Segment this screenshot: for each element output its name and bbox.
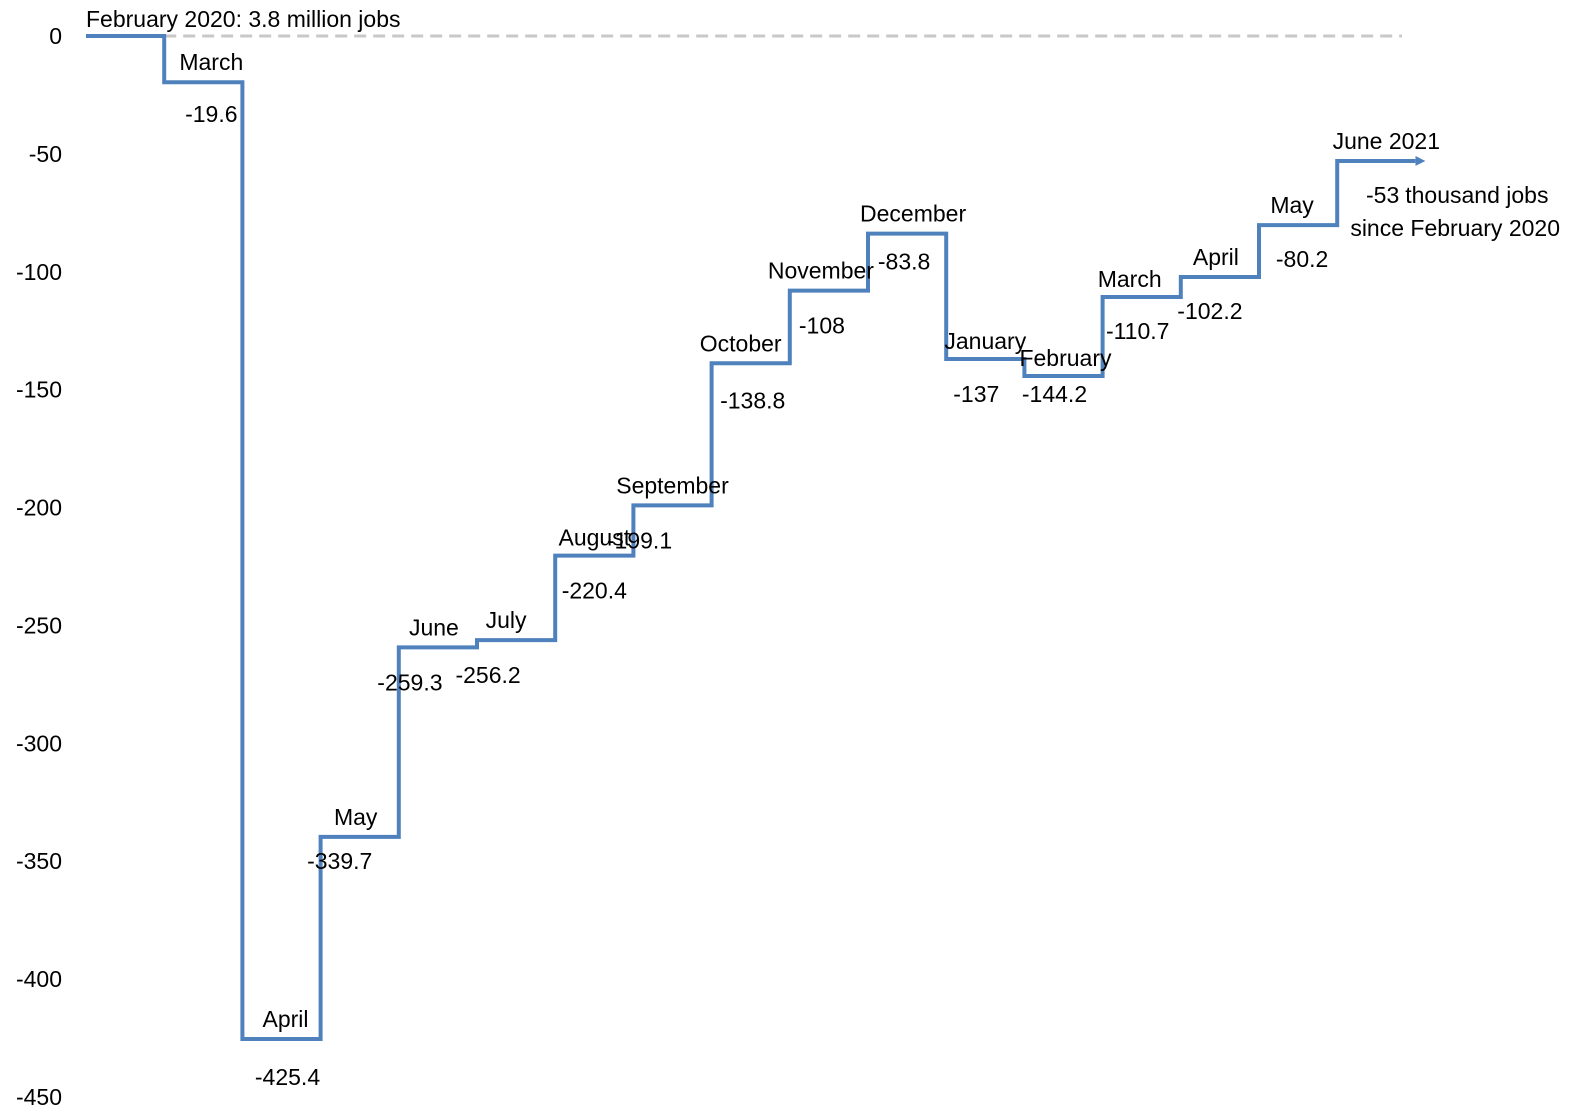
y-axis: 0 -50 -100 -150 -200 -250 -300 -350 -400 -450 xyxy=(16,23,62,1110)
month-label: February xyxy=(1019,345,1112,371)
baseline-layer: February 2020: 3.8 million jobs xyxy=(86,6,1402,38)
end-annotation-value: -53 xyxy=(1366,182,1399,208)
value-label: -137 xyxy=(953,381,999,407)
baseline-label: February 2020: 3.8 million jobs xyxy=(86,6,401,32)
month-label: August xyxy=(558,525,630,551)
y-tick-label: -200 xyxy=(16,495,62,521)
y-tick-label: -250 xyxy=(16,612,62,638)
month-label: December xyxy=(860,201,966,227)
y-tick-label: -400 xyxy=(16,966,62,992)
y-tick-label: 0 xyxy=(49,23,62,49)
value-label: -339.7 xyxy=(307,848,372,874)
month-label: October xyxy=(700,330,782,356)
end-annotation: -53 thousand jobs xyxy=(1366,182,1548,208)
y-tick-label: -150 xyxy=(16,377,62,403)
y-tick-label: -50 xyxy=(29,141,62,167)
month-label: May xyxy=(1270,192,1314,218)
label-layer: March -19.6 April -425.4 May -339.7 June -259.3… xyxy=(179,49,1560,1090)
month-label: September xyxy=(616,472,729,498)
value-label: -220.4 xyxy=(562,578,627,604)
value-label: -199.1 xyxy=(607,527,672,553)
y-tick-label: -350 xyxy=(16,848,62,874)
end-annotation-line2: since February 2020 xyxy=(1350,215,1560,241)
value-label: -83.8 xyxy=(878,249,930,275)
value-label: -256.2 xyxy=(455,662,520,688)
month-label: March xyxy=(1098,266,1162,292)
month-label: March xyxy=(179,49,243,75)
month-label: June xyxy=(409,614,459,640)
y-tick-label: -100 xyxy=(16,259,62,285)
series-line xyxy=(86,34,1426,1041)
value-label: -144.2 xyxy=(1022,381,1087,407)
month-label: July xyxy=(486,607,527,633)
value-label: -259.3 xyxy=(377,669,442,695)
value-label: -19.6 xyxy=(185,101,237,127)
month-label: April xyxy=(1193,244,1239,270)
month-label: June 2021 xyxy=(1333,128,1440,154)
y-tick-label: -300 xyxy=(16,730,62,756)
month-label: April xyxy=(262,1006,308,1032)
value-label: -110.7 xyxy=(1106,318,1170,344)
value-label: -425.4 xyxy=(255,1064,320,1090)
month-label: May xyxy=(334,804,378,830)
y-tick-label: -450 xyxy=(16,1084,62,1110)
series-layer xyxy=(86,34,1426,1041)
value-label: -108 xyxy=(799,313,845,339)
value-label: -138.8 xyxy=(720,387,785,413)
value-label: -102.2 xyxy=(1177,298,1242,324)
end-annotation-text: thousand jobs xyxy=(1405,182,1548,208)
month-label: November xyxy=(768,258,874,284)
value-label: -80.2 xyxy=(1276,246,1328,272)
month-label: January xyxy=(944,328,1026,354)
